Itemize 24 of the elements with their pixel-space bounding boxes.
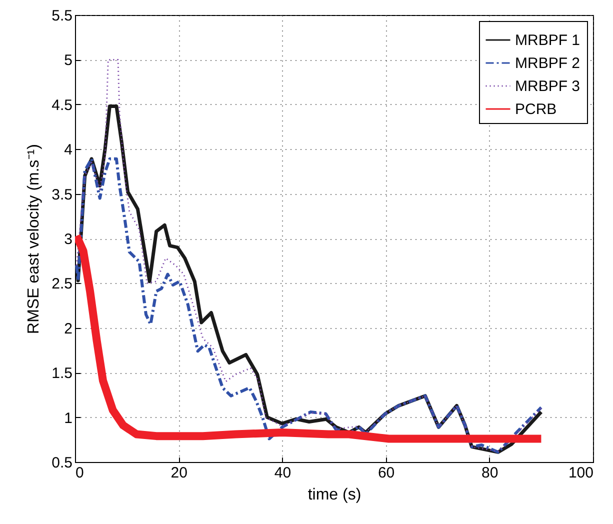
legend-label: PCRB <box>515 101 557 118</box>
legend-label: MRBPF 3 <box>515 78 580 95</box>
legend-label: MRBPF 1 <box>515 32 580 49</box>
x-tick-label: 80 <box>482 464 498 482</box>
y-tick-label: 1 <box>64 410 72 427</box>
y-tick-label: 3.5 <box>52 186 72 204</box>
y-tick-label: 3 <box>64 231 72 248</box>
x-tick-label: 20 <box>170 464 188 482</box>
y-tick-label: 1.5 <box>52 365 72 382</box>
y-tick-label: 0.5 <box>52 454 72 472</box>
y-tick-label: 4.5 <box>52 96 72 114</box>
y-tick-label: 5 <box>64 52 72 70</box>
x-tick-label: 60 <box>378 464 395 482</box>
x-tick-label: 0 <box>76 464 84 482</box>
y-tick-label: 2.5 <box>52 276 72 293</box>
y-tick-label: 5.5 <box>52 8 72 24</box>
x-axis-title: time (s) <box>308 486 362 504</box>
legend-label: MRBPF 2 <box>515 55 580 72</box>
x-tick-label: 100 <box>568 464 594 482</box>
y-tick-label: 4 <box>64 142 72 159</box>
x-tick-label: 40 <box>274 464 292 482</box>
y-axis-title: RMSE east velocity (m.s⁻¹) <box>26 144 43 334</box>
line-series <box>75 157 543 454</box>
y-tick-label: 2 <box>64 320 72 338</box>
